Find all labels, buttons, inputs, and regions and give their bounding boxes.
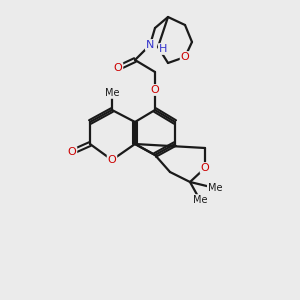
Text: Me: Me xyxy=(208,183,222,193)
Text: N: N xyxy=(146,40,154,50)
Text: O: O xyxy=(68,147,76,157)
Text: O: O xyxy=(181,52,189,62)
Text: Me: Me xyxy=(193,195,207,205)
Text: Me: Me xyxy=(105,88,119,98)
Text: O: O xyxy=(151,85,159,95)
Text: O: O xyxy=(114,63,122,73)
Text: H: H xyxy=(159,44,167,54)
Text: O: O xyxy=(108,155,116,165)
Text: O: O xyxy=(201,163,209,173)
